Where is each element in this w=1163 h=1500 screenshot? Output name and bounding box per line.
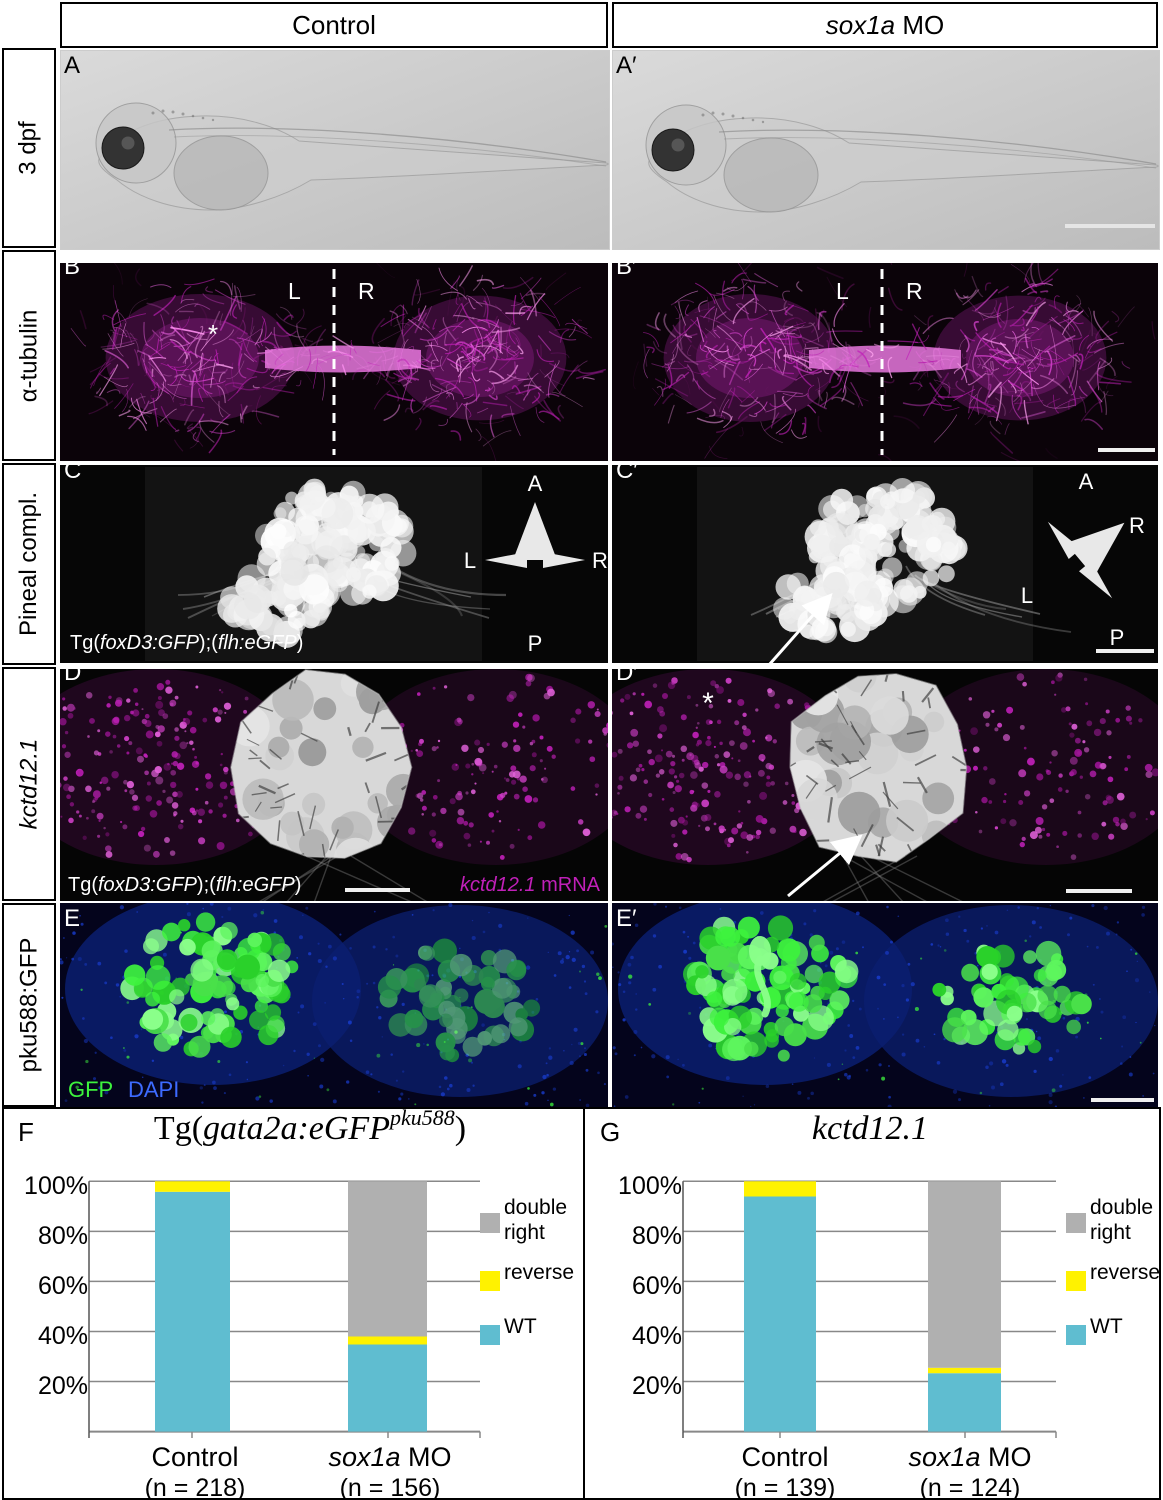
svg-text:*: * xyxy=(208,319,218,349)
svg-text:kctd12.1 mRNA: kctd12.1 mRNA xyxy=(460,874,601,896)
svg-text:L: L xyxy=(1021,583,1033,608)
svg-text:P: P xyxy=(528,631,543,656)
svg-text:DAPI: DAPI xyxy=(128,1077,179,1102)
svg-text:L: L xyxy=(288,278,301,304)
svg-text:R: R xyxy=(906,278,923,304)
svg-text:R: R xyxy=(358,278,375,304)
svg-text:Tg(foxD3:GFP);(flh:eGFP): Tg(foxD3:GFP);(flh:eGFP) xyxy=(68,874,301,896)
svg-text:Tg(foxD3:GFP);(flh:eGFP): Tg(foxD3:GFP);(flh:eGFP) xyxy=(70,632,303,654)
svg-text:R: R xyxy=(592,548,608,573)
svg-text:P: P xyxy=(1110,625,1125,650)
svg-text:*: * xyxy=(702,687,714,720)
svg-text:L: L xyxy=(464,548,476,573)
svg-text:L: L xyxy=(836,278,849,304)
svg-text:A: A xyxy=(1079,469,1094,494)
svg-text:GFP: GFP xyxy=(68,1077,113,1102)
svg-text:R: R xyxy=(1129,513,1145,538)
svg-text:A: A xyxy=(528,471,543,496)
